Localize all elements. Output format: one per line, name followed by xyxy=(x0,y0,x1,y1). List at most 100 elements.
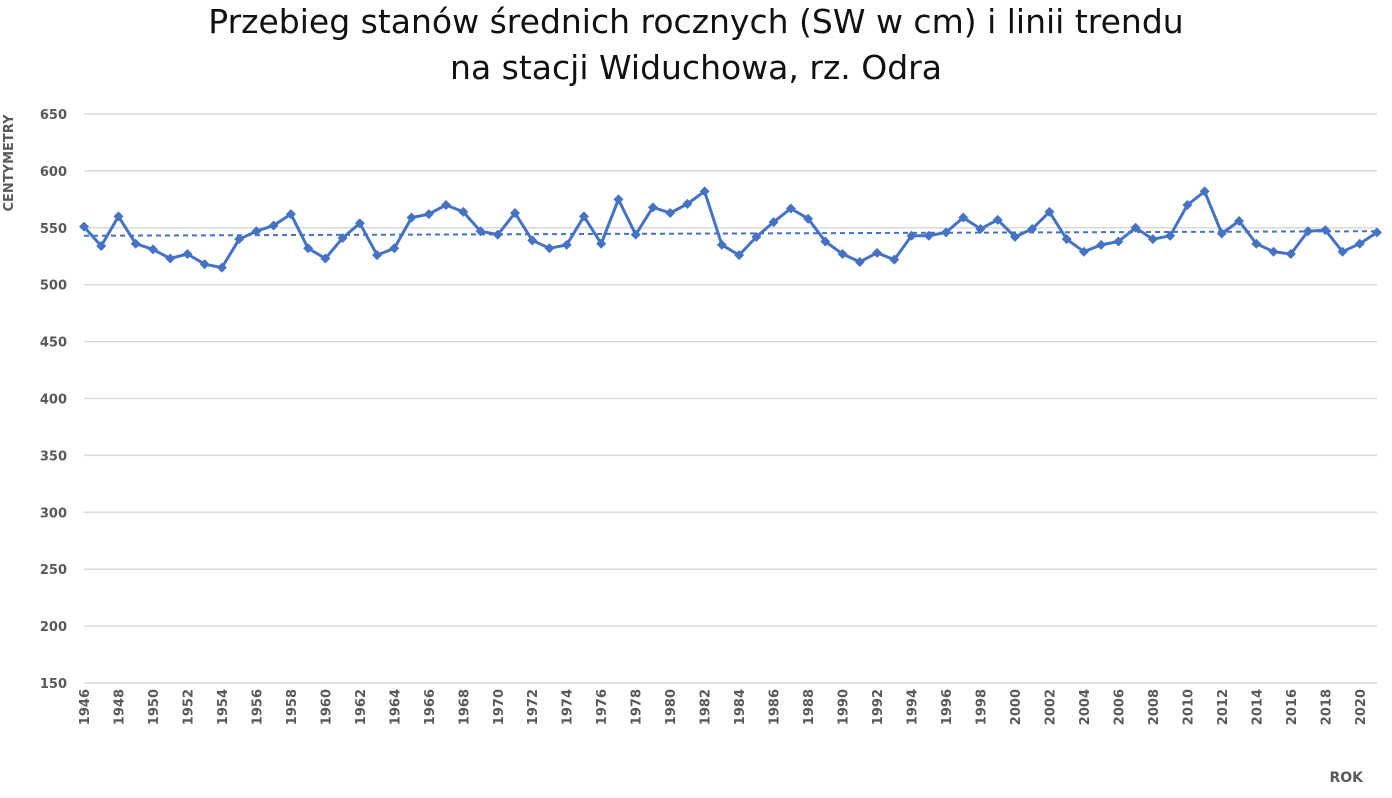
data-point-marker xyxy=(492,229,503,240)
data-point-marker xyxy=(889,254,900,265)
data-point-marker xyxy=(1096,239,1107,250)
data-point-marker xyxy=(768,217,779,228)
x-tick-label: 2004 xyxy=(1078,689,1093,725)
data-point-marker xyxy=(1061,234,1072,245)
data-point-marker xyxy=(1044,206,1055,217)
x-tick-label: 2002 xyxy=(1043,689,1058,725)
x-tick-label: 1984 xyxy=(733,689,748,725)
data-point-marker xyxy=(130,238,141,249)
data-point-marker xyxy=(1009,231,1020,242)
data-point-marker xyxy=(578,211,589,222)
x-tick-label: 1980 xyxy=(664,689,679,725)
data-point-marker xyxy=(510,208,520,219)
data-point-marker xyxy=(320,253,331,264)
x-tick-label: 1970 xyxy=(492,689,507,725)
data-point-marker xyxy=(234,234,245,245)
data-point-marker xyxy=(1372,227,1382,238)
x-tick-label: 2006 xyxy=(1112,689,1127,725)
data-point-marker xyxy=(1147,234,1158,245)
x-tick-label: 1958 xyxy=(285,689,300,725)
data-point-marker xyxy=(527,235,538,246)
y-tick-label: 150 xyxy=(40,677,67,692)
data-point-marker xyxy=(682,198,693,209)
y-tick-label: 550 xyxy=(40,222,67,237)
y-tick-label: 250 xyxy=(40,563,67,578)
data-point-marker xyxy=(1113,236,1124,247)
x-tick-label: 2016 xyxy=(1285,689,1300,725)
data-point-marker xyxy=(79,221,89,232)
x-tick-label: 2014 xyxy=(1250,689,1265,725)
chart-title-line-1: Przebieg stanów średnich rocznych (SW w … xyxy=(208,2,1184,41)
data-point-marker xyxy=(199,259,210,270)
data-point-marker xyxy=(803,213,814,224)
series-markers xyxy=(79,186,1382,273)
x-tick-label: 2010 xyxy=(1181,689,1196,725)
x-tick-label: 2012 xyxy=(1216,689,1231,725)
data-point-marker xyxy=(216,262,227,273)
data-point-marker xyxy=(165,253,176,264)
x-tick-label: 1960 xyxy=(319,689,334,725)
data-point-marker xyxy=(268,220,279,231)
data-point-marker xyxy=(958,212,969,223)
data-point-marker xyxy=(596,238,607,249)
data-point-marker xyxy=(475,226,486,237)
data-point-marker xyxy=(96,241,107,252)
x-tick-label: 1954 xyxy=(216,689,231,725)
x-tick-label: 2020 xyxy=(1354,689,1369,725)
data-point-marker xyxy=(1078,246,1089,257)
data-point-marker xyxy=(923,230,934,241)
data-point-marker xyxy=(699,186,710,197)
data-point-marker xyxy=(992,214,1003,225)
x-tick-label: 1994 xyxy=(906,689,921,725)
data-point-marker xyxy=(1130,222,1141,233)
data-point-marker xyxy=(544,243,555,254)
y-axis-label: CENTYMETRY xyxy=(2,114,17,212)
x-tick-label: 1962 xyxy=(354,689,369,725)
data-point-marker xyxy=(1354,238,1365,249)
data-point-marker xyxy=(423,209,434,220)
data-point-marker xyxy=(837,248,848,259)
x-tick-label: 2008 xyxy=(1147,689,1162,725)
data-point-marker xyxy=(458,206,469,217)
data-point-marker xyxy=(1027,223,1038,234)
data-point-marker xyxy=(303,243,314,254)
data-point-marker xyxy=(630,229,641,240)
data-point-marker xyxy=(147,244,158,255)
data-point-marker xyxy=(647,202,658,213)
data-point-marker xyxy=(1303,226,1314,237)
data-point-marker xyxy=(1320,225,1331,236)
y-tick-label: 650 xyxy=(40,108,67,123)
x-tick-label: 1950 xyxy=(147,689,162,725)
chart-title-line-2: na stacji Widuchowa, rz. Odra xyxy=(450,48,942,87)
x-tick-label: 1976 xyxy=(595,689,610,725)
data-point-marker xyxy=(941,227,951,238)
data-point-marker xyxy=(785,203,796,214)
data-point-marker xyxy=(337,233,348,244)
x-tick-label: 1992 xyxy=(871,689,886,725)
y-tick-label: 500 xyxy=(40,279,67,294)
data-point-marker xyxy=(820,236,831,247)
x-tick-label: 1972 xyxy=(526,689,541,725)
data-point-marker xyxy=(251,226,262,237)
x-tick-label: 1978 xyxy=(630,689,645,725)
y-tick-label: 350 xyxy=(40,449,67,464)
data-point-marker xyxy=(665,208,676,219)
trend-line-group xyxy=(83,230,1378,237)
data-point-marker xyxy=(1268,246,1279,257)
data-point-marker xyxy=(1285,248,1296,259)
y-tick-label: 400 xyxy=(40,393,67,408)
y-tick-label: 200 xyxy=(40,620,67,635)
x-tick-label: 1964 xyxy=(388,689,403,725)
data-point-marker xyxy=(872,247,883,258)
x-tick-label: 1952 xyxy=(181,689,196,725)
data-point-marker xyxy=(975,223,986,234)
data-point-marker xyxy=(354,218,365,229)
x-tick-label: 1996 xyxy=(940,689,955,725)
data-point-marker xyxy=(406,212,417,223)
data-point-marker xyxy=(561,239,572,250)
data-point-marker xyxy=(441,200,452,211)
data-point-marker xyxy=(389,243,400,254)
data-point-marker xyxy=(854,256,865,267)
data-point-marker xyxy=(182,248,193,259)
